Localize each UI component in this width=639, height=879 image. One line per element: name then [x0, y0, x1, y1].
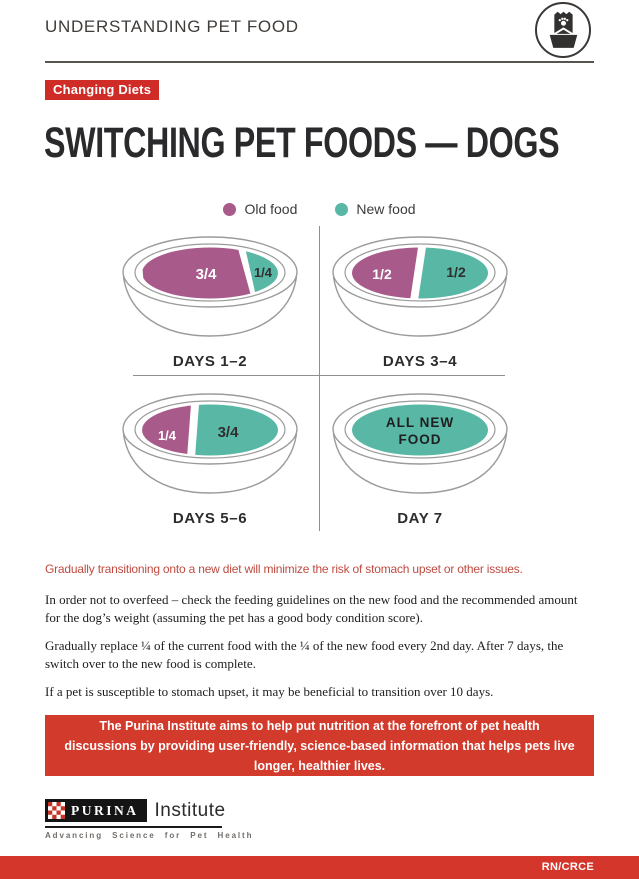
footer-bar: RN/CRCE — [0, 856, 639, 879]
paragraph-3: If a pet is susceptible to stomach upset… — [45, 683, 494, 699]
section-badge: Changing Diets — [45, 80, 160, 100]
svg-text:ALL NEW: ALL NEW — [386, 415, 454, 430]
old-food-fraction: 1/2 — [372, 266, 392, 282]
new-food-fraction: 3/4 — [218, 424, 240, 441]
paragraph-2: Gradually replace ¼ of the current food … — [45, 637, 564, 672]
legend-item-new-food: New food — [335, 201, 416, 217]
legend-label-new: New food — [356, 201, 416, 217]
old-food-dot-icon — [223, 202, 237, 216]
page-header-title: UNDERSTANDING PET FOOD — [45, 17, 299, 36]
bowl-caption: DAYS 5–6 — [172, 510, 248, 527]
document-code: RN/CRCE — [541, 861, 594, 873]
pet-food-icon-graphic — [548, 11, 579, 49]
bowl-graphic-days-1-2: 3/4 1/4 — [122, 236, 298, 337]
purina-institute-callout: The Purina Institute aims to help put nu… — [45, 715, 594, 776]
legend-item-old-food: Old food — [223, 201, 297, 217]
legend-label-old: Old food — [244, 201, 298, 217]
new-food-dot-icon — [335, 202, 349, 216]
svg-text:FOOD: FOOD — [399, 432, 442, 447]
bowl-graphic-days-5-6: 1/4 3/4 — [122, 393, 298, 494]
bowl-days-5-6: 1/4 3/4 DAYS 5–6 — [105, 389, 315, 527]
page-title: SWITCHING PET FOODS — DOGS — [44, 119, 560, 167]
bowl-day-7: ALL NEW FOOD DAY 7 — [315, 389, 525, 527]
logo-tagline: Advancing Science for Pet Health — [45, 831, 254, 840]
header-divider — [45, 61, 594, 63]
all-new-food-label-line1: ALL NEW — [386, 415, 454, 430]
bowl-caption: DAYS 3–4 — [382, 353, 458, 370]
institute-text: Institute — [154, 799, 226, 821]
new-food-fraction: 1/2 — [446, 264, 466, 280]
grid-vertical-divider — [319, 226, 320, 531]
checkerboard-icon — [48, 802, 65, 819]
old-food-fraction: 1/4 — [158, 428, 177, 443]
legend: Old food New food — [0, 201, 639, 217]
all-new-food-label-line2: FOOD — [399, 432, 442, 447]
purina-wordmark: PURINA — [45, 799, 147, 822]
purina-institute-logo: PURINA Institute Advancing Science for P… — [45, 799, 253, 840]
purina-brand-text: PURINA — [71, 802, 139, 818]
pet-food-bag-and-bowl-icon — [535, 2, 591, 58]
paragraph-1: In order not to overfeed – check the fee… — [45, 592, 578, 626]
lead-statement: Gradually transitioning onto a new diet … — [45, 562, 523, 576]
new-food-fraction: 1/4 — [254, 265, 273, 280]
bowl-caption: DAYS 1–2 — [172, 353, 248, 370]
logo-divider — [45, 826, 222, 828]
bowl-days-3-4: 1/2 1/2 DAYS 3–4 — [315, 232, 525, 370]
bowl-graphic-days-3-4: 1/2 1/2 — [332, 236, 508, 337]
body-copy: In order not to overfeed – check the fee… — [45, 591, 593, 710]
grid-horizontal-divider — [133, 375, 505, 376]
bowl-caption: DAY 7 — [397, 510, 443, 527]
callout-text: The Purina Institute aims to help put nu… — [64, 718, 575, 773]
old-food-fraction: 3/4 — [196, 266, 218, 283]
bowl-days-1-2: 3/4 1/4 DAYS 1–2 — [105, 232, 315, 370]
bowl-graphic-day-7: ALL NEW FOOD — [332, 393, 508, 494]
